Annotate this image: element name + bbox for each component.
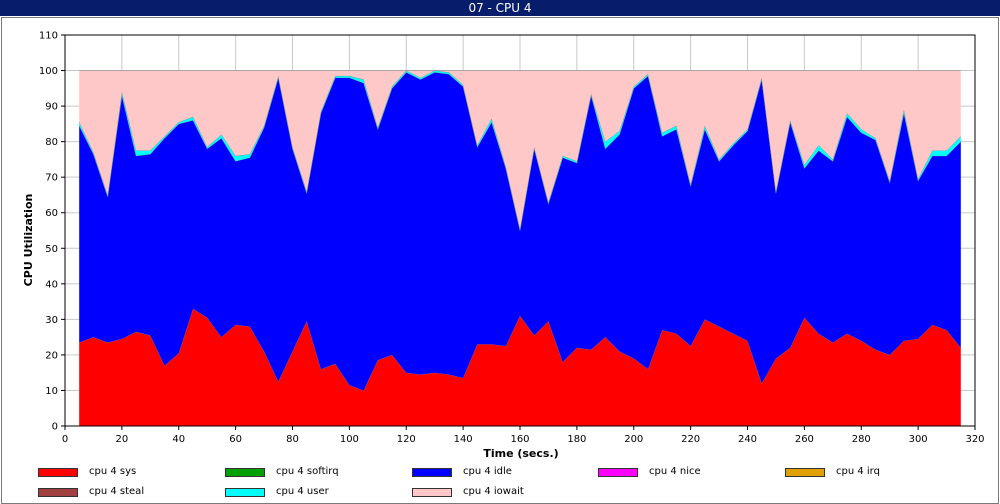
legend-label: cpu 4 irq [836,466,880,477]
legend-item: cpu 4 nice [598,466,778,478]
area-cpu-4-iowait [79,70,961,229]
legend-item: cpu 4 idle [412,466,592,478]
y-tick-label: 80 [45,137,58,148]
legend-swatch [38,468,78,477]
legend-swatch [38,488,78,497]
legend-label: cpu 4 nice [649,466,701,477]
legend-swatch [225,488,265,497]
legend-item: cpu 4 iowait [412,486,592,498]
legend-item: cpu 4 softirq [225,466,405,478]
x-tick-label: 320 [965,434,984,445]
legend-swatch [225,468,265,477]
area-cpu-4-sys [79,308,961,426]
x-tick-label: 200 [624,434,643,445]
x-axis-label: Time (secs.) [483,447,558,460]
x-tick-label: 100 [340,434,359,445]
legend-swatch [412,488,452,497]
legend-item: cpu 4 user [225,486,405,498]
legend-swatch [412,468,452,477]
area-cpu-4-idle [79,72,961,391]
x-tick-label: 120 [397,434,416,445]
y-tick-label: 30 [45,315,58,326]
y-tick-label: 110 [39,31,58,42]
legend-label: cpu 4 idle [463,466,512,477]
y-tick-label: 50 [45,244,58,255]
legend-item: cpu 4 irq [785,466,965,478]
legend-item: cpu 4 sys [38,466,218,478]
x-tick-label: 60 [229,434,242,445]
x-tick-label: 260 [795,434,814,445]
legend-label: cpu 4 steal [89,486,145,497]
x-tick-label: 20 [116,434,129,445]
y-tick-label: 70 [45,173,58,184]
x-tick-label: 280 [852,434,871,445]
y-tick-label: 10 [45,386,58,397]
y-tick-label: 0 [52,422,58,433]
legend-item: cpu 4 steal [38,486,218,498]
y-tick-label: 20 [45,350,58,361]
legend-swatch [598,468,638,477]
window-title: 07 - CPU 4 [0,0,1000,16]
area-cpu-4-user [79,70,961,231]
x-tick-label: 40 [172,434,185,445]
x-tick-label: 300 [909,434,928,445]
y-axis-label: CPU Utilization [22,194,35,287]
y-tick-label: 60 [45,208,58,219]
x-tick-label: 160 [510,434,529,445]
legend-swatch [785,468,825,477]
legend-label: cpu 4 iowait [463,486,524,497]
x-tick-label: 0 [62,434,68,445]
x-tick-label: 80 [286,434,299,445]
x-tick-label: 220 [681,434,700,445]
x-tick-label: 140 [454,434,473,445]
legend-label: cpu 4 sys [89,466,137,477]
y-tick-label: 90 [45,102,58,113]
legend-label: cpu 4 user [276,486,329,497]
x-tick-label: 180 [567,434,586,445]
y-tick-label: 100 [39,66,58,77]
x-tick-label: 240 [738,434,757,445]
legend-label: cpu 4 softirq [276,466,339,477]
y-tick-label: 40 [45,279,58,290]
